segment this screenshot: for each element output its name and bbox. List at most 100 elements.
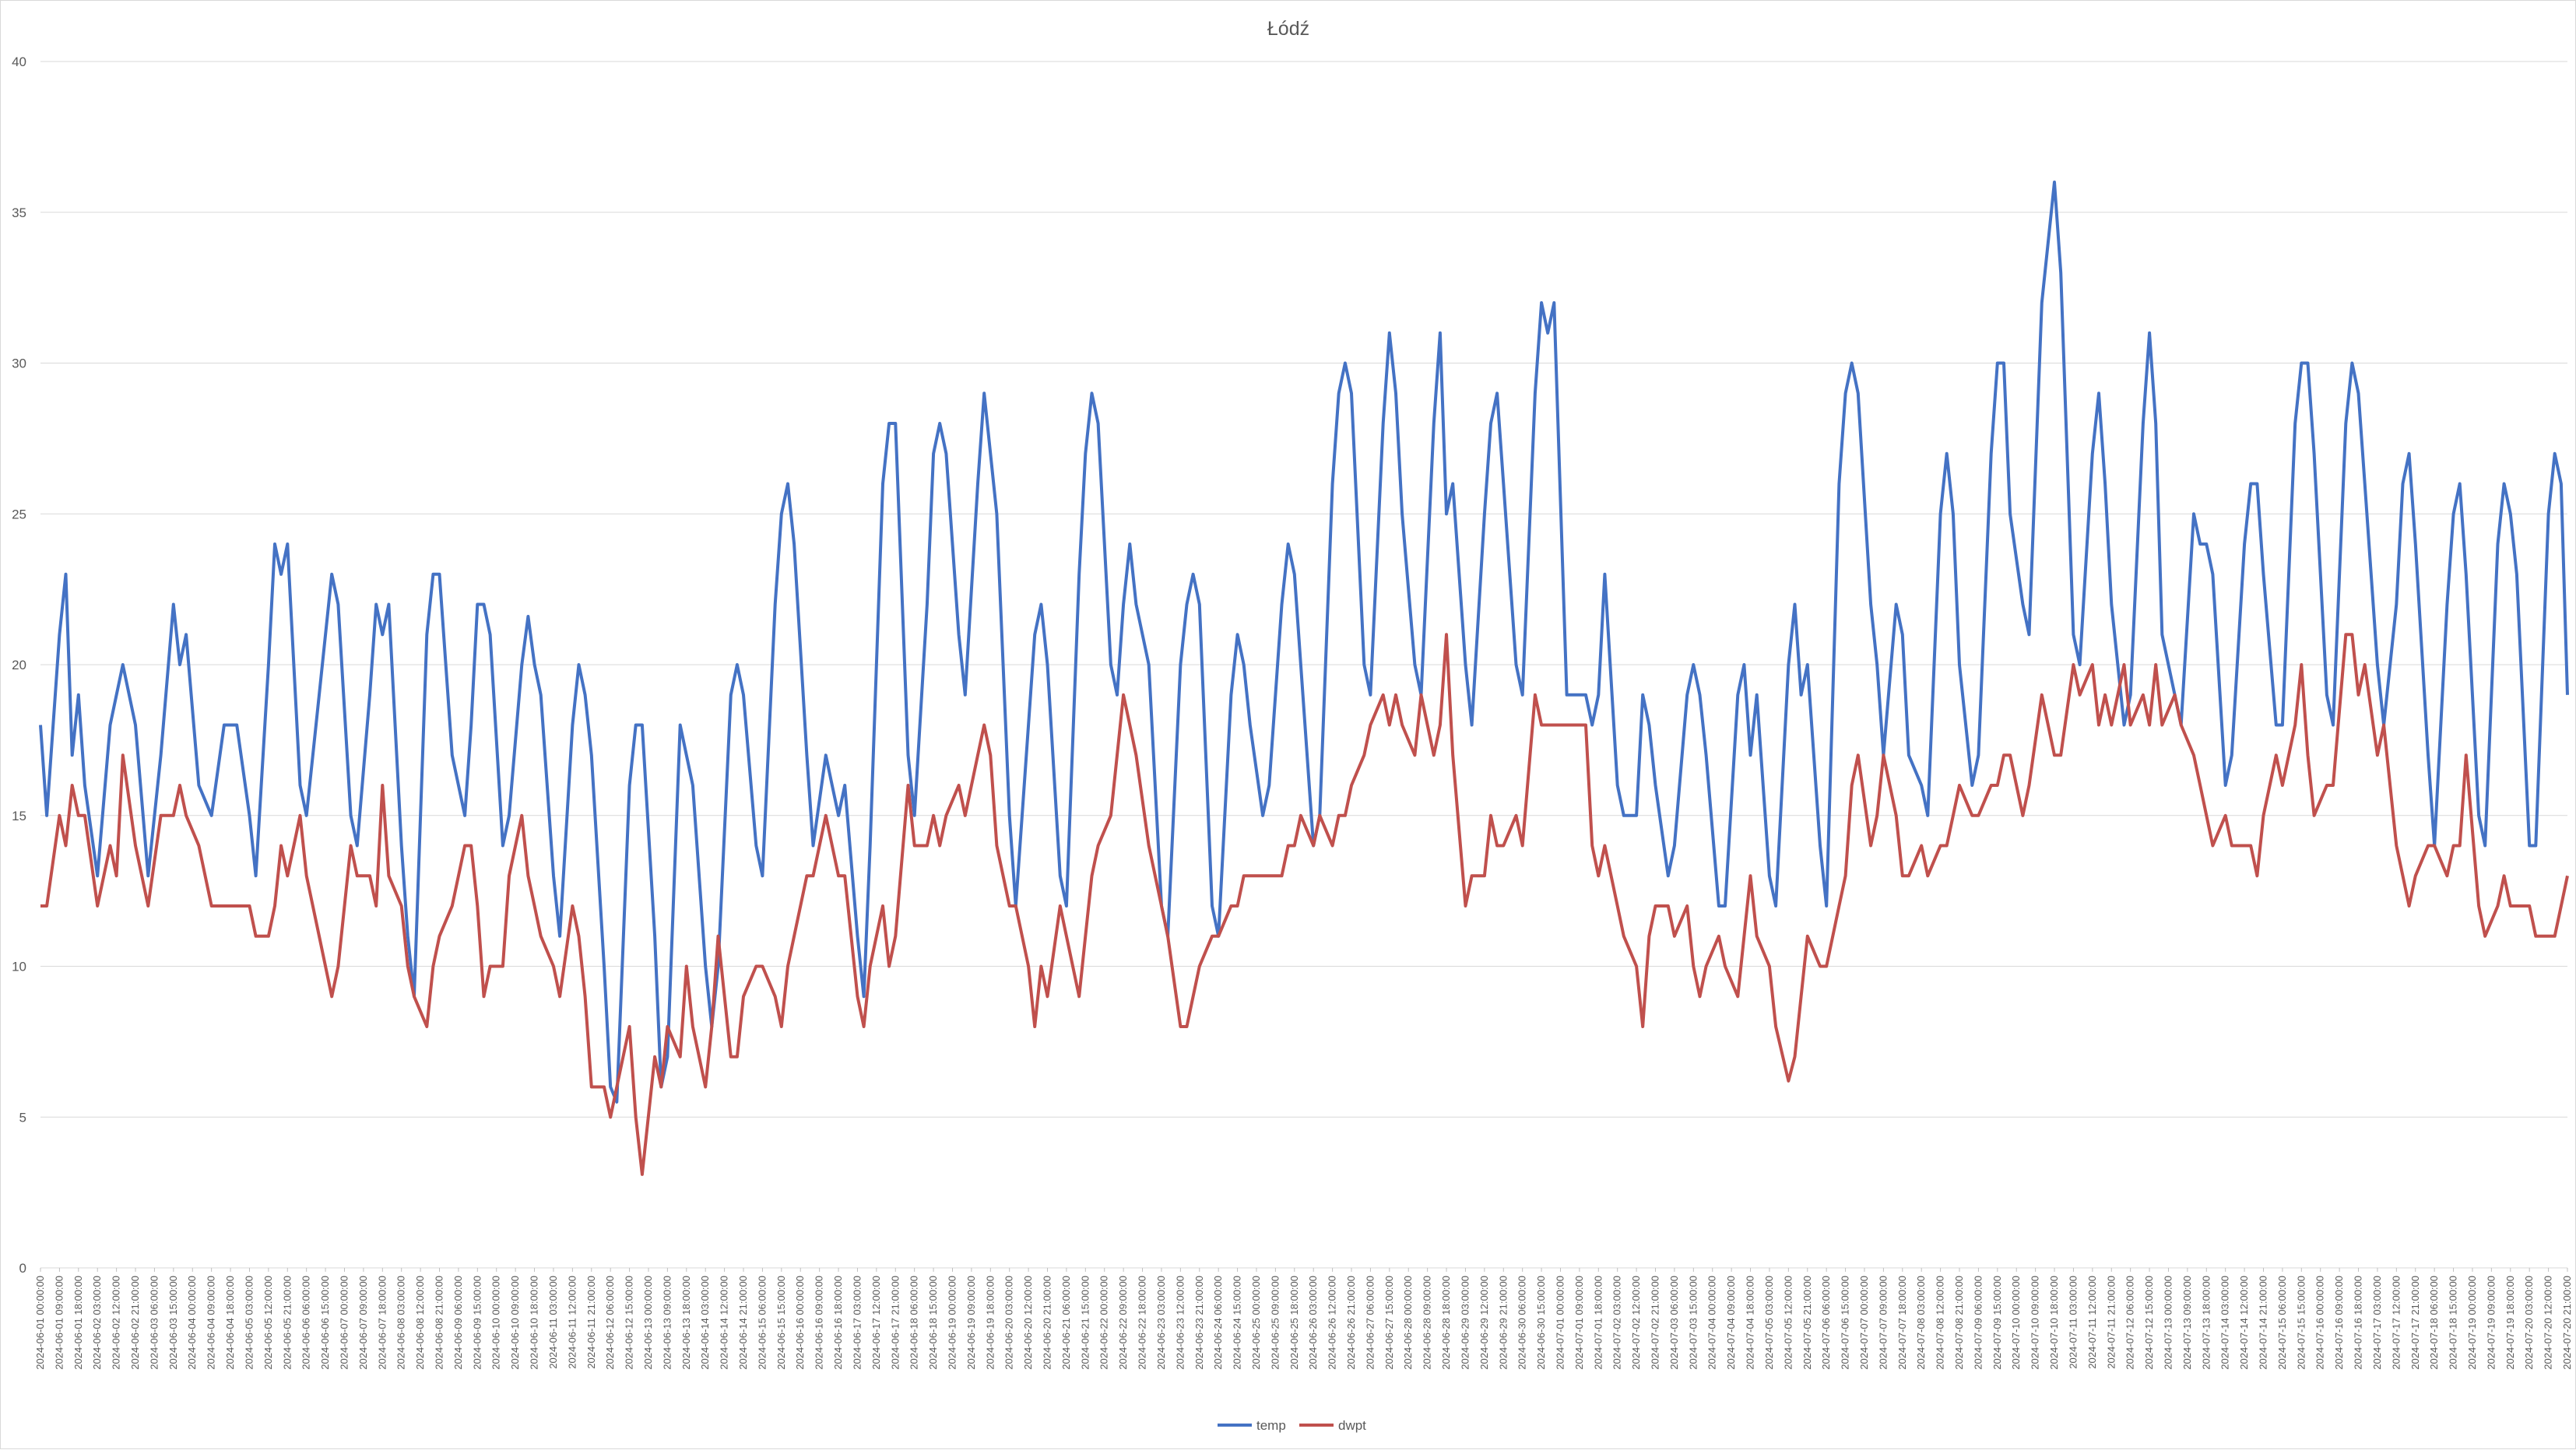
y-tick-label: 10 — [12, 960, 26, 974]
x-tick-label: 2024-06-01 09:00:00 — [53, 1276, 65, 1370]
x-tick-label: 2024-06-22 09:00:00 — [1117, 1276, 1129, 1370]
x-tick-label: 2024-07-05 12:00:00 — [1782, 1276, 1794, 1370]
x-tick-label: 2024-06-19 00:00:00 — [946, 1276, 958, 1370]
x-tick-label: 2024-06-15 15:00:00 — [775, 1276, 787, 1370]
x-tick-label: 2024-06-11 21:00:00 — [585, 1276, 597, 1369]
x-tick-label: 2024-06-14 21:00:00 — [737, 1276, 749, 1370]
x-tick-label: 2024-06-02 03:00:00 — [91, 1276, 103, 1370]
x-tick-label: 2024-06-16 00:00:00 — [794, 1276, 806, 1370]
x-tick-label: 2024-06-07 00:00:00 — [338, 1276, 350, 1370]
x-tick-label: 2024-07-04 00:00:00 — [1706, 1276, 1718, 1370]
y-axis-tick-labels: 0 5 10 15 20 25 30 35 40 — [12, 54, 26, 1276]
x-tick-label: 2024-07-10 18:00:00 — [2048, 1276, 2060, 1370]
x-tick-label: 2024-07-10 00:00:00 — [2010, 1276, 2022, 1370]
x-tick-label: 2024-06-23 21:00:00 — [1193, 1276, 1205, 1370]
x-tick-label: 2024-06-04 09:00:00 — [206, 1276, 217, 1370]
x-tick-label: 2024-06-08 03:00:00 — [395, 1276, 407, 1370]
series-line-temp — [39, 181, 2569, 1104]
x-tick-label: 2024-06-05 21:00:00 — [281, 1276, 293, 1370]
x-tick-label: 2024-06-25 00:00:00 — [1250, 1276, 1262, 1370]
gridlines — [40, 61, 2567, 1269]
x-tick-label: 2024-06-10 00:00:00 — [490, 1276, 502, 1370]
x-tick-label: 2024-07-08 12:00:00 — [1935, 1276, 1946, 1370]
x-tick-label: 2024-06-18 15:00:00 — [927, 1276, 939, 1370]
x-axis-tick-labels: 2024-06-01 00:00:00 2024-06-01 09:00:00 20… — [34, 1268, 2573, 1370]
y-tick-label: 0 — [19, 1261, 26, 1276]
x-tick-label: 2024-07-06 15:00:00 — [1840, 1276, 1851, 1370]
x-tick-label: 2024-07-14 21:00:00 — [2258, 1276, 2269, 1370]
x-tick-label: 2024-06-11 03:00:00 — [547, 1276, 559, 1369]
x-tick-label: 2024-07-07 18:00:00 — [1896, 1276, 1908, 1370]
legend: temp dwpt — [1218, 1418, 1366, 1433]
x-tick-label: 2024-06-26 03:00:00 — [1307, 1276, 1319, 1370]
x-tick-label: 2024-06-13 18:00:00 — [680, 1276, 692, 1370]
series-line-dwpt — [40, 633, 2569, 1176]
y-tick-label: 20 — [12, 658, 26, 672]
x-tick-label: 2024-07-02 12:00:00 — [1630, 1276, 1642, 1370]
x-tick-label: 2024-06-12 06:00:00 — [604, 1276, 616, 1370]
x-tick-label: 2024-07-05 03:00:00 — [1763, 1276, 1775, 1370]
x-tick-label: 2024-07-10 09:00:00 — [2030, 1276, 2041, 1370]
x-tick-label: 2024-07-12 15:00:00 — [2143, 1276, 2155, 1370]
x-tick-label: 2024-07-02 03:00:00 — [1611, 1276, 1623, 1370]
x-tick-label: 2024-07-17 03:00:00 — [2371, 1276, 2383, 1370]
x-tick-label: 2024-07-11 03:00:00 — [2067, 1276, 2079, 1369]
x-tick-label: 2024-06-07 09:00:00 — [357, 1276, 369, 1370]
x-tick-label: 2024-06-25 18:00:00 — [1288, 1276, 1300, 1370]
x-tick-label: 2024-06-09 06:00:00 — [452, 1276, 464, 1370]
x-tick-label: 2024-07-03 06:00:00 — [1668, 1276, 1680, 1370]
x-tick-label: 2024-06-14 12:00:00 — [719, 1276, 730, 1370]
x-tick-label: 2024-06-29 03:00:00 — [1459, 1276, 1471, 1370]
x-tick-label: 2024-06-03 15:00:00 — [167, 1276, 179, 1370]
x-tick-label: 2024-06-22 18:00:00 — [1137, 1276, 1148, 1370]
x-tick-label: 2024-06-16 18:00:00 — [832, 1276, 844, 1370]
x-tick-label: 2024-06-05 12:00:00 — [262, 1276, 274, 1370]
x-tick-label: 2024-06-10 18:00:00 — [529, 1276, 540, 1370]
x-tick-label: 2024-06-11 12:00:00 — [566, 1276, 578, 1369]
x-tick-label: 2024-07-02 21:00:00 — [1650, 1276, 1661, 1370]
x-tick-label: 2024-06-15 06:00:00 — [756, 1276, 768, 1370]
x-tick-label: 2024-06-22 00:00:00 — [1098, 1276, 1110, 1370]
x-tick-label: 2024-06-06 15:00:00 — [319, 1276, 331, 1370]
x-tick-label: 2024-07-06 06:00:00 — [1820, 1276, 1832, 1370]
x-tick-label: 2024-07-09 06:00:00 — [1972, 1276, 1984, 1370]
x-tick-label: 2024-06-13 00:00:00 — [642, 1276, 654, 1370]
x-tick-label: 2024-06-28 00:00:00 — [1402, 1276, 1414, 1370]
x-tick-label: 2024-07-11 12:00:00 — [2086, 1276, 2098, 1369]
x-tick-label: 2024-06-10 09:00:00 — [509, 1276, 521, 1370]
x-tick-label: 2024-07-16 18:00:00 — [2353, 1276, 2364, 1370]
x-tick-label: 2024-06-02 21:00:00 — [129, 1276, 141, 1370]
y-tick-label: 40 — [12, 54, 26, 69]
x-tick-label: 2024-07-01 09:00:00 — [1573, 1276, 1585, 1370]
x-tick-label: 2024-07-17 12:00:00 — [2390, 1276, 2402, 1370]
x-tick-label: 2024-07-16 00:00:00 — [2314, 1276, 2326, 1370]
x-tick-label: 2024-06-29 21:00:00 — [1497, 1276, 1509, 1370]
x-tick-label: 2024-07-04 09:00:00 — [1725, 1276, 1737, 1370]
x-tick-label: 2024-07-07 00:00:00 — [1858, 1276, 1870, 1370]
x-tick-label: 2024-06-30 06:00:00 — [1516, 1276, 1528, 1370]
x-tick-label: 2024-06-07 18:00:00 — [376, 1276, 388, 1370]
x-tick-label: 2024-06-19 09:00:00 — [965, 1276, 977, 1370]
x-tick-label: 2024-07-09 15:00:00 — [1991, 1276, 2003, 1370]
x-tick-label: 2024-06-20 12:00:00 — [1022, 1276, 1034, 1370]
x-tick-label: 2024-06-17 12:00:00 — [870, 1276, 882, 1370]
y-tick-label: 25 — [12, 507, 26, 521]
x-tick-label: 2024-07-13 18:00:00 — [2200, 1276, 2212, 1370]
x-tick-label: 2024-06-21 06:00:00 — [1060, 1276, 1072, 1370]
x-tick-label: 2024-07-08 03:00:00 — [1915, 1276, 1927, 1370]
x-tick-label: 2024-06-01 18:00:00 — [72, 1276, 84, 1370]
legend-label-dwpt: dwpt — [1338, 1418, 1366, 1433]
x-tick-label: 2024-06-26 12:00:00 — [1327, 1276, 1338, 1370]
x-tick-label: 2024-06-27 06:00:00 — [1364, 1276, 1376, 1370]
x-tick-label: 2024-07-17 21:00:00 — [2409, 1276, 2421, 1370]
x-tick-label: 2024-07-18 15:00:00 — [2448, 1276, 2459, 1370]
x-tick-label: 2024-07-05 21:00:00 — [1801, 1276, 1813, 1370]
x-tick-label: 2024-07-04 18:00:00 — [1745, 1276, 1756, 1370]
x-tick-label: 2024-07-19 18:00:00 — [2504, 1276, 2516, 1370]
x-tick-label: 2024-07-18 06:00:00 — [2428, 1276, 2440, 1370]
x-tick-label: 2024-07-03 15:00:00 — [1687, 1276, 1699, 1370]
x-tick-label: 2024-06-01 00:00:00 — [34, 1276, 46, 1370]
x-tick-label: 2024-06-20 21:00:00 — [1042, 1276, 1053, 1370]
